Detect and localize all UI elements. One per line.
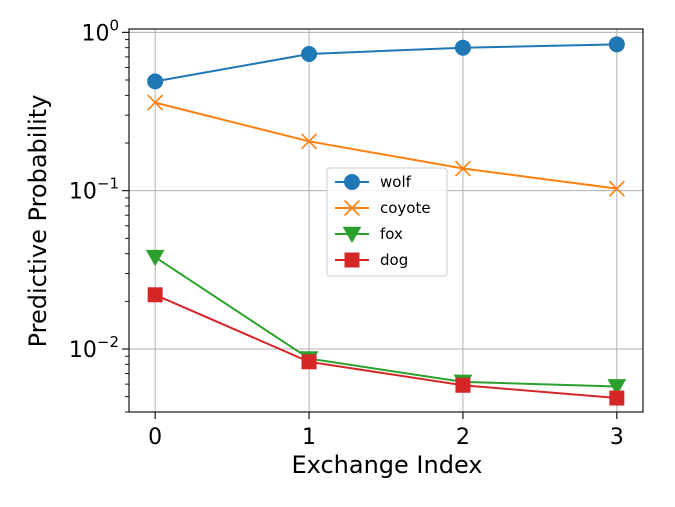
data-point-stroke	[147, 94, 164, 111]
data-point	[145, 249, 165, 267]
legend-label: coyote	[380, 199, 431, 217]
legend-label: fox	[380, 225, 403, 243]
plot-border	[128, 28, 644, 413]
data-point	[343, 199, 361, 217]
legend-label: dog	[380, 251, 408, 269]
series-line	[154, 101, 617, 190]
data-point	[301, 45, 318, 62]
data-point	[455, 377, 471, 393]
data-point	[147, 94, 164, 111]
data-point	[454, 160, 472, 177]
data-point	[344, 174, 360, 190]
data-point	[147, 73, 164, 90]
legend-label: wolf	[380, 173, 412, 191]
data-point	[454, 39, 471, 56]
x-axis-label: Exchange Index	[292, 451, 483, 479]
series-wolf	[147, 36, 625, 90]
legend-item-wolf: wolf	[335, 173, 412, 191]
data-point	[609, 390, 625, 406]
legend-item-dog: dog	[335, 251, 408, 269]
data-point	[301, 354, 317, 370]
data-point-stroke	[343, 199, 361, 217]
plot-frame	[128, 28, 644, 413]
series-line	[154, 43, 617, 83]
x-tick-label: 1	[302, 425, 316, 450]
series-coyote	[147, 94, 625, 197]
data-point	[607, 379, 627, 396]
data-point-stroke	[454, 160, 472, 177]
y-axis-label: Predictive Probability	[24, 95, 52, 348]
data-point	[300, 133, 318, 150]
y-tick-label: 10−1	[69, 175, 119, 205]
series-dog	[147, 287, 625, 406]
legend: wolf coyote fox dog	[326, 167, 448, 277]
y-tick-label: 10−2	[69, 333, 119, 363]
data-point-stroke	[300, 133, 318, 150]
legend-item-coyote: coyote	[335, 199, 431, 217]
x-tick-label: 2	[456, 425, 470, 450]
axis-ticks: 100 10−1 10−2 0 1 2 3	[69, 16, 624, 450]
y-tick-label: 100	[81, 16, 119, 46]
series-layer	[145, 36, 627, 406]
series-line	[154, 293, 617, 400]
data-point	[342, 226, 362, 244]
x-tick-label: 3	[610, 425, 624, 450]
legend-box	[326, 167, 448, 277]
series-line	[154, 256, 617, 388]
x-tick-label: 0	[148, 425, 162, 450]
legend-item-fox: fox	[335, 225, 403, 244]
data-point	[608, 36, 625, 53]
data-point-stroke	[608, 180, 625, 197]
data-point	[147, 287, 163, 303]
data-point	[344, 252, 360, 268]
data-point	[608, 180, 625, 197]
